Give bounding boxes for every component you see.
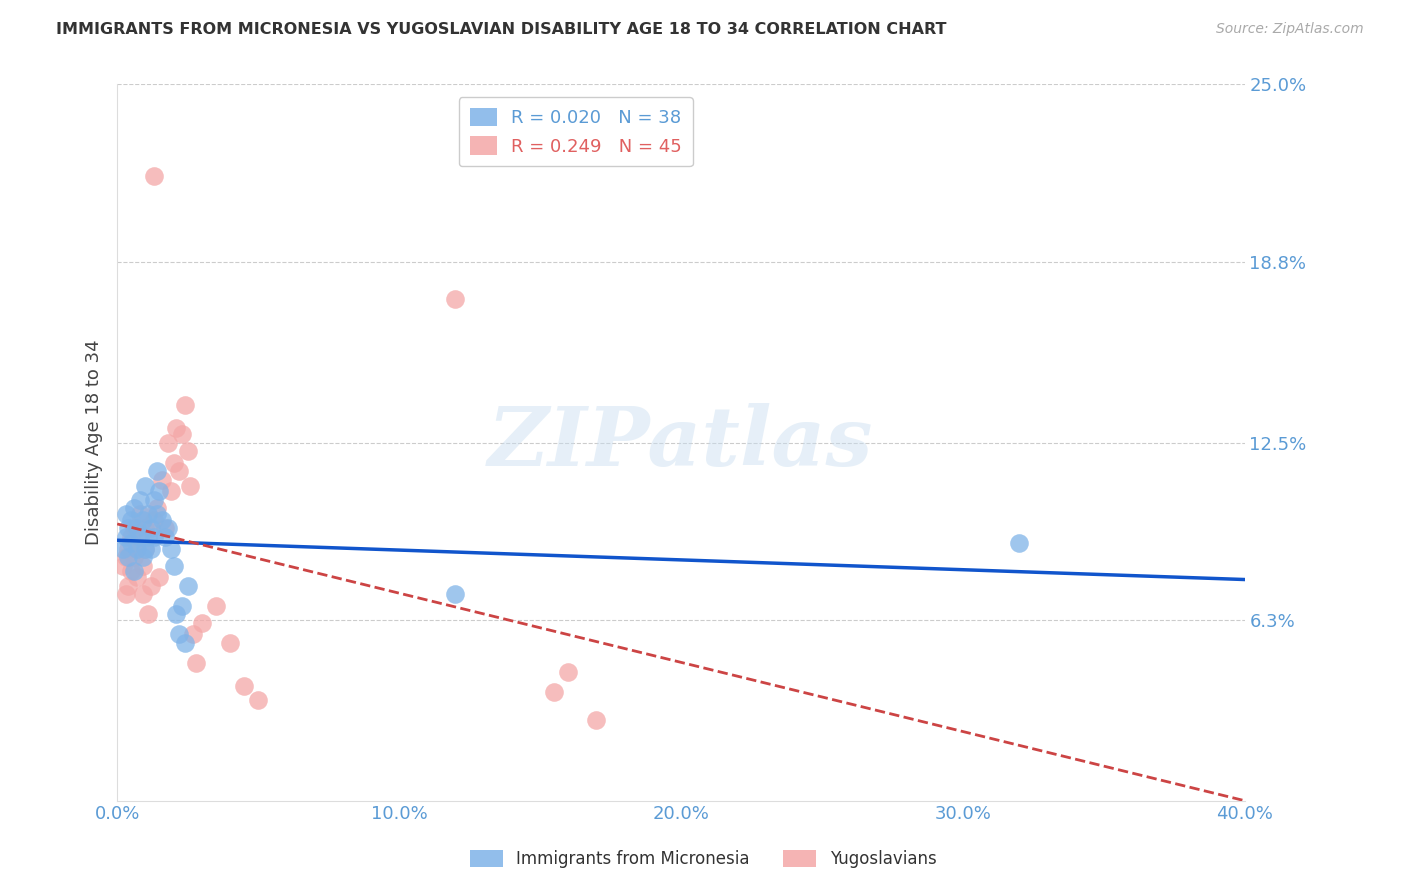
Y-axis label: Disability Age 18 to 34: Disability Age 18 to 34 xyxy=(86,340,103,545)
Point xyxy=(233,679,256,693)
Point xyxy=(444,587,467,601)
Point xyxy=(162,456,184,470)
Point xyxy=(170,426,193,441)
Point xyxy=(120,565,142,579)
Point xyxy=(111,541,134,556)
Legend: Immigrants from Micronesia, Yugoslavians: Immigrants from Micronesia, Yugoslavians xyxy=(463,843,943,875)
Point xyxy=(142,513,165,527)
Point xyxy=(190,615,212,630)
Point xyxy=(176,444,198,458)
Point xyxy=(156,521,179,535)
Point xyxy=(114,507,136,521)
Point xyxy=(122,565,145,579)
Point xyxy=(139,541,162,556)
Point xyxy=(205,599,228,613)
Point xyxy=(114,530,136,544)
Point xyxy=(1008,536,1031,550)
Point xyxy=(111,558,134,573)
Point xyxy=(173,398,195,412)
Point xyxy=(139,579,162,593)
Point xyxy=(114,550,136,565)
Point xyxy=(162,558,184,573)
Point xyxy=(150,513,173,527)
Point xyxy=(165,421,187,435)
Point xyxy=(543,685,565,699)
Point xyxy=(153,530,176,544)
Text: ZIPatlas: ZIPatlas xyxy=(488,402,873,483)
Point xyxy=(165,607,187,622)
Point xyxy=(444,293,467,307)
Point xyxy=(134,541,156,556)
Point xyxy=(131,587,153,601)
Point xyxy=(120,513,142,527)
Point xyxy=(153,521,176,535)
Point xyxy=(184,656,207,670)
Point xyxy=(134,478,156,492)
Point xyxy=(145,507,167,521)
Point xyxy=(156,435,179,450)
Point xyxy=(145,501,167,516)
Legend: R = 0.020   N = 38, R = 0.249   N = 45: R = 0.020 N = 38, R = 0.249 N = 45 xyxy=(458,97,693,167)
Point xyxy=(120,530,142,544)
Point xyxy=(136,530,159,544)
Point xyxy=(131,513,153,527)
Point xyxy=(134,541,156,556)
Point xyxy=(128,492,150,507)
Point xyxy=(150,473,173,487)
Point xyxy=(128,530,150,544)
Point xyxy=(125,521,148,535)
Point xyxy=(557,665,579,679)
Point xyxy=(117,521,139,535)
Point xyxy=(131,558,153,573)
Point xyxy=(170,599,193,613)
Point xyxy=(142,169,165,183)
Point xyxy=(117,579,139,593)
Point xyxy=(134,521,156,535)
Point xyxy=(179,478,201,492)
Point xyxy=(128,507,150,521)
Point xyxy=(167,464,190,478)
Point xyxy=(159,484,181,499)
Point xyxy=(247,693,270,707)
Point xyxy=(159,541,181,556)
Point xyxy=(136,607,159,622)
Text: IMMIGRANTS FROM MICRONESIA VS YUGOSLAVIAN DISABILITY AGE 18 TO 34 CORRELATION CH: IMMIGRANTS FROM MICRONESIA VS YUGOSLAVIA… xyxy=(56,22,946,37)
Point xyxy=(114,587,136,601)
Point xyxy=(122,501,145,516)
Point xyxy=(117,550,139,565)
Point xyxy=(122,521,145,535)
Point xyxy=(128,530,150,544)
Point xyxy=(125,570,148,584)
Point xyxy=(585,714,607,728)
Point xyxy=(219,636,242,650)
Point xyxy=(117,541,139,556)
Point xyxy=(142,530,165,544)
Point xyxy=(136,507,159,521)
Text: Source: ZipAtlas.com: Source: ZipAtlas.com xyxy=(1216,22,1364,37)
Point xyxy=(120,536,142,550)
Point xyxy=(145,464,167,478)
Point xyxy=(173,636,195,650)
Point xyxy=(176,579,198,593)
Point xyxy=(139,521,162,535)
Point xyxy=(131,550,153,565)
Point xyxy=(125,541,148,556)
Point xyxy=(181,627,204,641)
Point xyxy=(148,484,170,499)
Point xyxy=(122,550,145,565)
Point xyxy=(142,492,165,507)
Point xyxy=(148,570,170,584)
Point xyxy=(167,627,190,641)
Point xyxy=(125,541,148,556)
